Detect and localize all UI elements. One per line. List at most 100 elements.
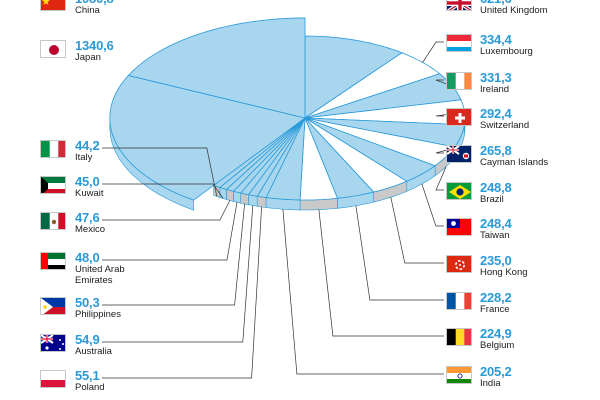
leader-line [102, 200, 231, 221]
legend-entry-italy: 44,2 Italy [0, 138, 600, 170]
data-label-country: Kuwait [75, 188, 104, 199]
data-label-value: 248,8 [480, 180, 512, 195]
hongkong-flag-icon [446, 255, 472, 273]
taiwan-flag-icon [446, 218, 472, 236]
data-label-country: India [480, 378, 501, 389]
data-label-value: 621,6 [480, 0, 512, 6]
australia-flag-icon [40, 334, 66, 352]
leader-line [102, 183, 224, 199]
data-label-country: China [75, 5, 100, 16]
data-label-country: Mexico [75, 224, 106, 235]
leader-line [422, 41, 444, 63]
data-label-value: 1340,6 [75, 38, 114, 53]
pie-slice [127, 17, 306, 119]
leader-line [390, 197, 444, 264]
leader-line [102, 206, 262, 379]
japan-flag-icon [40, 40, 66, 58]
legend-entry-poland: 55,1 Poland [0, 368, 600, 400]
data-label-value: 48,0 [75, 250, 100, 265]
switzerland-flag-icon [446, 108, 472, 126]
data-label-value: 47,6 [75, 210, 100, 225]
pie-slice [304, 35, 403, 119]
data-label-country: Cayman Islands [480, 157, 549, 168]
data-label-value: 265,8 [480, 143, 512, 158]
legend-entry-kuwait: 45,0 Kuwait [0, 174, 600, 206]
legend-entry-hongkong: 235,0 Hong Kong [0, 253, 600, 285]
italy-flag-icon [40, 140, 66, 158]
leader-line [102, 205, 254, 343]
data-label-country: Taiwan [480, 230, 510, 241]
legend-entry-japan: 1340,6 Japan [0, 38, 600, 70]
uk-flag-icon [446, 0, 472, 11]
leader-line [435, 166, 447, 191]
data-label-country: France [480, 304, 510, 315]
data-label-country: Luxembourg [480, 46, 533, 57]
legend-entry-taiwan: 248,4 Taiwan [0, 216, 600, 248]
leader-line [102, 203, 245, 306]
data-label-value: 228,2 [480, 290, 512, 305]
data-label-country: Belgium [480, 340, 515, 351]
leader-line [421, 183, 444, 227]
legend-entry-cayman: 265,8 Cayman Islands [0, 143, 600, 175]
india-flag-icon [446, 366, 472, 384]
pie-slice [304, 117, 375, 199]
brazil-flag-icon [446, 182, 472, 200]
belgium-flag-icon [446, 328, 472, 346]
philippines-flag-icon [40, 297, 66, 315]
data-label-value: 292,4 [480, 106, 512, 121]
france-flag-icon [446, 292, 472, 310]
legend-entry-switzerland: 292,4 Switzerland [0, 106, 600, 138]
luxembourg-flag-icon [446, 34, 472, 52]
data-label-country: United Kingdom [480, 5, 548, 16]
kuwait-flag-icon [40, 176, 66, 194]
data-label-value: 1080,8 [75, 0, 114, 6]
data-label-country: Australia [75, 346, 112, 357]
legend-entry-china: 1080,8China [0, 0, 600, 23]
data-label-value: 50,3 [75, 295, 100, 310]
pie-slice [304, 117, 408, 193]
data-label-country: Switzerland [480, 120, 530, 131]
legend-entry-belgium: 224,9 Belgium [0, 326, 600, 358]
data-label-country: Philippines [75, 309, 121, 320]
poland-flag-icon [40, 370, 66, 388]
legend-entry-luxembourg: 334,4 Luxembourg [0, 32, 600, 64]
leader-line [318, 209, 444, 337]
leader-line [282, 209, 444, 375]
data-label-value: 54,9 [75, 332, 100, 347]
china-flag-icon [40, 0, 66, 11]
legend-entry-philippines: 50,3 Philippines [0, 295, 600, 327]
leader-line [102, 147, 218, 197]
data-label-country: Ireland [480, 84, 510, 95]
data-label-country: Brazil [480, 194, 504, 205]
data-label-value: 235,0 [480, 253, 512, 268]
data-label-value: 331,3 [480, 70, 512, 85]
data-label-value: 45,0 [75, 174, 100, 189]
data-label-value: 248,4 [480, 216, 512, 231]
pie-slice [299, 117, 339, 201]
legend-entry-uk: 621,6United Kingdom [0, 0, 600, 23]
pie-slice [304, 117, 436, 182]
data-label-country: Poland [75, 382, 105, 393]
data-label-country: Japan [75, 52, 101, 63]
uae-flag-icon [40, 252, 66, 270]
legend-entry-brazil: 248,8 Brazil [0, 180, 600, 212]
mexico-flag-icon [40, 212, 66, 230]
data-label-value: 224,9 [480, 326, 512, 341]
data-label-country: Italy [75, 152, 93, 163]
legend-entry-france: 228,2 France [0, 290, 600, 322]
legend-entry-uae: 48,0 United Arab Emirates [0, 250, 600, 285]
data-label-country: Hong Kong [480, 267, 528, 278]
data-label-value: 205,2 [480, 364, 512, 379]
data-label-value: 44,2 [75, 138, 100, 153]
ireland-flag-icon [446, 72, 472, 90]
leader-line [102, 202, 238, 261]
legend-entry-ireland: 331,3 Ireland [0, 70, 600, 102]
legend-entry-australia: 54,9 Australia [0, 332, 600, 364]
data-label-value: 334,4 [480, 32, 512, 47]
legend-entry-mexico: 47,6 Mexico [0, 210, 600, 242]
cayman-flag-icon [446, 145, 472, 163]
legend-entry-india: 205,2 India [0, 364, 600, 396]
data-label-country: United Arab Emirates [75, 264, 125, 286]
